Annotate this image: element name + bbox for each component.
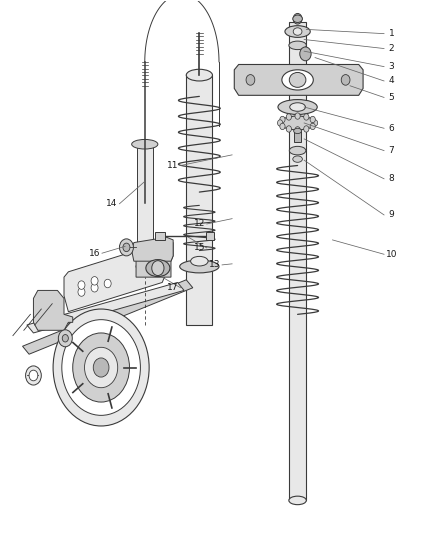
Ellipse shape [186, 69, 212, 81]
Circle shape [310, 123, 315, 130]
Polygon shape [132, 237, 173, 261]
Text: 13: 13 [209, 261, 220, 269]
Ellipse shape [136, 263, 153, 270]
Ellipse shape [290, 103, 305, 111]
Ellipse shape [132, 140, 158, 149]
Polygon shape [64, 243, 166, 312]
Circle shape [280, 123, 285, 130]
Ellipse shape [289, 147, 306, 155]
Circle shape [246, 75, 255, 85]
Ellipse shape [146, 260, 170, 277]
Circle shape [120, 239, 134, 256]
Polygon shape [27, 282, 184, 333]
Ellipse shape [289, 41, 306, 50]
Text: 17: 17 [167, 283, 179, 292]
Circle shape [25, 366, 41, 385]
Circle shape [295, 113, 300, 119]
Circle shape [73, 333, 130, 402]
Circle shape [53, 309, 149, 426]
Circle shape [312, 120, 318, 126]
Circle shape [93, 358, 109, 377]
Ellipse shape [285, 26, 310, 37]
Circle shape [85, 348, 118, 387]
Circle shape [280, 116, 285, 123]
Polygon shape [33, 290, 73, 330]
Text: 8: 8 [389, 174, 394, 183]
Text: 5: 5 [389, 93, 394, 102]
Text: 12: 12 [194, 220, 205, 229]
Polygon shape [289, 22, 306, 500]
Text: 7: 7 [389, 146, 394, 155]
Polygon shape [234, 64, 363, 95]
Text: 1: 1 [389, 29, 394, 38]
Circle shape [123, 243, 130, 252]
Circle shape [278, 120, 283, 126]
Circle shape [62, 320, 141, 415]
Ellipse shape [280, 116, 315, 130]
Circle shape [104, 279, 111, 288]
Circle shape [78, 281, 85, 289]
Circle shape [78, 288, 85, 296]
Circle shape [286, 126, 291, 132]
Bar [294, 131, 301, 142]
Text: 2: 2 [389, 44, 394, 53]
Text: 9: 9 [389, 211, 394, 220]
Circle shape [286, 114, 291, 120]
Circle shape [152, 261, 164, 276]
Text: 11: 11 [167, 161, 179, 170]
Bar [155, 232, 165, 240]
Circle shape [295, 127, 300, 133]
Circle shape [62, 335, 68, 342]
Ellipse shape [293, 156, 302, 163]
Text: 14: 14 [106, 199, 118, 208]
Ellipse shape [191, 256, 208, 266]
Circle shape [310, 116, 315, 123]
Bar [206, 232, 214, 240]
Polygon shape [136, 243, 173, 277]
Text: 6: 6 [389, 124, 394, 133]
Polygon shape [22, 280, 193, 354]
Text: 3: 3 [389, 62, 394, 71]
Circle shape [304, 114, 309, 120]
Ellipse shape [278, 100, 317, 115]
Circle shape [91, 284, 98, 292]
Circle shape [304, 126, 309, 132]
Circle shape [300, 47, 311, 61]
Ellipse shape [282, 70, 313, 90]
Circle shape [58, 330, 72, 347]
Circle shape [293, 13, 302, 24]
Polygon shape [137, 144, 152, 266]
Ellipse shape [293, 128, 301, 134]
Ellipse shape [293, 28, 302, 35]
Text: 10: 10 [386, 250, 397, 259]
Ellipse shape [289, 496, 306, 505]
Circle shape [341, 75, 350, 85]
Circle shape [91, 277, 98, 285]
Text: 4: 4 [389, 76, 394, 85]
Text: 16: 16 [89, 249, 100, 258]
Polygon shape [186, 75, 212, 325]
Circle shape [29, 370, 38, 381]
Ellipse shape [293, 15, 302, 22]
Ellipse shape [289, 72, 306, 87]
Text: 15: 15 [194, 244, 205, 253]
Ellipse shape [180, 260, 219, 273]
